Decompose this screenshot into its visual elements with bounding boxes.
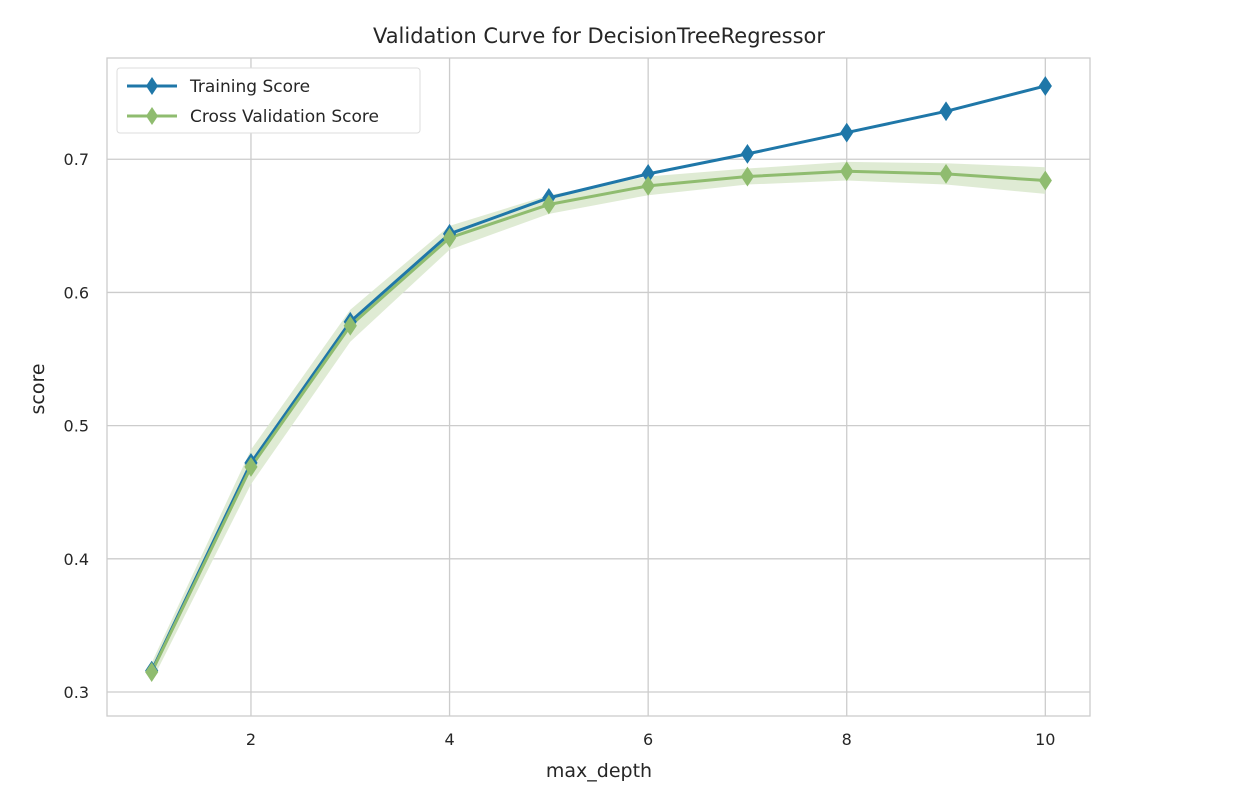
x-tick-label: 6 <box>643 730 653 749</box>
series-1-point <box>1038 170 1052 191</box>
series-1-point <box>542 194 556 215</box>
y-tick-label: 0.4 <box>64 550 89 569</box>
y-tick-label: 0.3 <box>64 683 89 702</box>
series-1-point <box>442 227 457 248</box>
x-tick-label: 4 <box>444 730 454 749</box>
y-tick-labels: 0.3 0.4 0.5 0.6 0.7 <box>64 150 89 702</box>
series-1-point <box>939 163 953 184</box>
series-markers <box>145 76 1052 682</box>
series-0-point <box>740 144 755 164</box>
series-0-point <box>1038 76 1052 96</box>
series-1-point <box>641 175 655 196</box>
chart-title: Validation Curve for DecisionTreeRegress… <box>373 24 825 48</box>
series-1-point <box>244 457 258 477</box>
legend-swatch-marker <box>146 77 158 95</box>
series-1-point <box>740 166 755 187</box>
series-0-point <box>840 122 854 143</box>
legend-label: Training Score <box>189 77 310 97</box>
y-tick-label: 0.5 <box>64 417 89 436</box>
series-line-1 <box>150 169 1046 673</box>
y-tick-label: 0.6 <box>64 283 89 302</box>
legend: Training Score Cross Validation Score <box>116 67 421 134</box>
x-tick-label: 2 <box>246 730 256 749</box>
x-tick-label: 8 <box>842 730 852 749</box>
series-lines <box>150 84 1046 673</box>
y-tick-label: 0.7 <box>64 150 89 169</box>
legend-swatch-marker <box>146 107 158 125</box>
series-1-point <box>343 315 357 336</box>
legend-label: Cross Validation Score <box>190 107 379 127</box>
series-0-point <box>939 101 953 122</box>
x-axis-label: max_depth <box>546 760 652 782</box>
y-axis-label: score <box>27 363 49 414</box>
plot-frame <box>106 57 1091 717</box>
legend-box <box>116 67 421 134</box>
cv-band-area <box>151 161 1046 682</box>
x-tick-labels: 2 4 6 8 10 <box>246 730 1056 749</box>
series-1-point <box>145 662 159 682</box>
series-line-0 <box>150 84 1046 672</box>
x-tick-label: 10 <box>1035 730 1055 749</box>
series-1-point <box>840 161 854 182</box>
cv-confidence-band <box>151 161 1046 682</box>
